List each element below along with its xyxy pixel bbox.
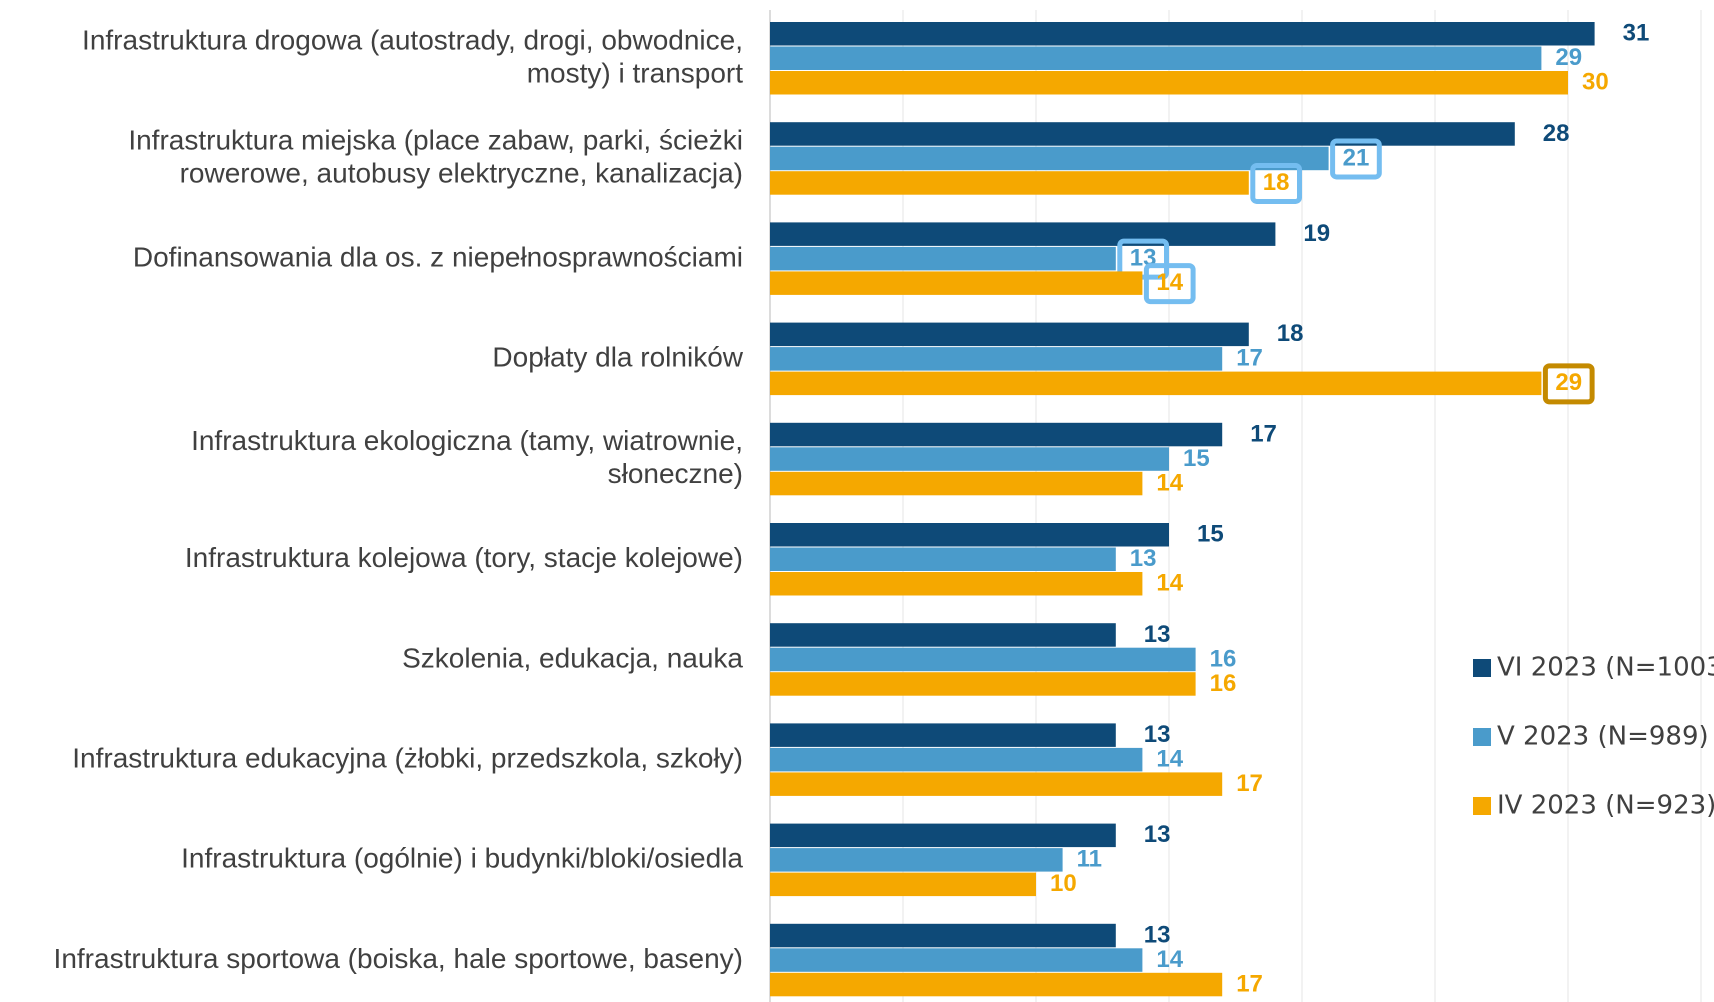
legend-label: VI 2023 (N=1003) [1497, 653, 1714, 683]
bar [770, 471, 1143, 496]
value-label: 30 [1582, 69, 1609, 96]
value-label: 17 [1236, 770, 1263, 797]
highlight-box [1250, 162, 1303, 204]
value-label: 29 [1555, 44, 1582, 71]
legend-swatch [1473, 728, 1491, 746]
value-label: 21 [1343, 144, 1370, 171]
bar [770, 747, 1143, 772]
value-label: 14 [1156, 269, 1183, 296]
bar [770, 447, 1169, 471]
category-label: Infrastruktura kolejowa (tory, stacje ko… [185, 542, 743, 573]
category-line: Infrastruktura miejska (place zabaw, par… [128, 125, 743, 156]
value-label: 29 [1555, 369, 1582, 396]
category-label: Infrastruktura sportowa (boiska, hale sp… [54, 943, 743, 974]
value-label: 14 [1156, 745, 1183, 772]
bar [770, 246, 1116, 271]
category-label: Szkolenia, edukacja, nauka [402, 642, 743, 673]
value-label: 31 [1623, 20, 1650, 47]
category-line: Infrastruktura ekologiczna (tamy, wiatro… [191, 425, 743, 456]
bar [770, 122, 1515, 146]
value-label: 16 [1210, 670, 1237, 697]
category-label: Infrastruktura miejska (place zabaw, par… [128, 125, 743, 189]
value-label: 14 [1156, 946, 1183, 973]
bar [770, 623, 1116, 647]
highlight-box [1117, 238, 1170, 280]
bar [770, 872, 1036, 897]
legend-swatch [1473, 659, 1491, 677]
value-label: 13 [1130, 545, 1157, 572]
bar [770, 772, 1223, 796]
bar [770, 972, 1223, 997]
value-label: 10 [1050, 870, 1077, 897]
category-label: Dopłaty dla rolników [492, 342, 743, 373]
bar [770, 22, 1595, 46]
bar [770, 271, 1143, 295]
value-label: 14 [1156, 469, 1183, 496]
bar [770, 171, 1249, 195]
value-label: 16 [1210, 645, 1237, 672]
category-line: słoneczne) [608, 458, 743, 489]
value-label: 13 [1144, 621, 1171, 648]
bar [770, 71, 1568, 95]
bar [770, 948, 1143, 972]
value-label: 15 [1197, 521, 1224, 548]
category-line: Infrastruktura drogowa (autostrady, drog… [82, 25, 743, 56]
value-label: 17 [1236, 345, 1263, 372]
value-label: 28 [1543, 120, 1570, 147]
category-label: Infrastruktura ekologiczna (tamy, wiatro… [191, 425, 743, 489]
bar [770, 371, 1542, 396]
legend-label: IV 2023 (N=923) [1497, 791, 1714, 821]
value-label: 19 [1303, 220, 1330, 247]
bar [770, 923, 1116, 948]
category-label: Infrastruktura (ogólnie) i budynki/bloki… [181, 843, 743, 874]
value-label: 18 [1263, 169, 1290, 196]
bar [770, 46, 1542, 70]
value-label: 13 [1144, 721, 1171, 748]
value-label: 11 [1077, 846, 1102, 873]
legend-swatch [1473, 797, 1491, 815]
category-label: Infrastruktura edukacyjna (żłobki, przed… [72, 743, 743, 774]
bar [770, 848, 1063, 872]
value-label: 17 [1236, 970, 1263, 997]
category-line: mosty) i transport [527, 58, 743, 89]
legend-label: V 2023 (N=989) [1497, 722, 1709, 752]
highlight-box [1542, 363, 1595, 405]
bar [770, 547, 1116, 571]
highlight-box [1330, 138, 1382, 180]
bar [770, 222, 1276, 246]
bar [770, 823, 1116, 848]
bar [770, 422, 1223, 447]
value-label: 15 [1183, 445, 1210, 472]
bar [770, 347, 1223, 371]
category-label: Infrastruktura drogowa (autostrady, drog… [82, 25, 743, 89]
value-label: 18 [1277, 320, 1304, 347]
bar [770, 572, 1143, 596]
value-label: 13 [1144, 821, 1171, 848]
bar [770, 523, 1169, 547]
bar [770, 723, 1116, 747]
value-label: 17 [1250, 420, 1277, 447]
highlight-box [1143, 263, 1196, 305]
category-label: Dofinansowania dla os. z niepełnosprawno… [133, 242, 743, 273]
value-label: 13 [1144, 921, 1171, 948]
bar [770, 672, 1196, 696]
category-line: rowerowe, autobusy elektryczne, kanaliza… [180, 158, 743, 189]
bar [770, 322, 1249, 347]
bar [770, 146, 1329, 171]
value-label: 14 [1156, 570, 1183, 597]
bar [770, 647, 1196, 672]
